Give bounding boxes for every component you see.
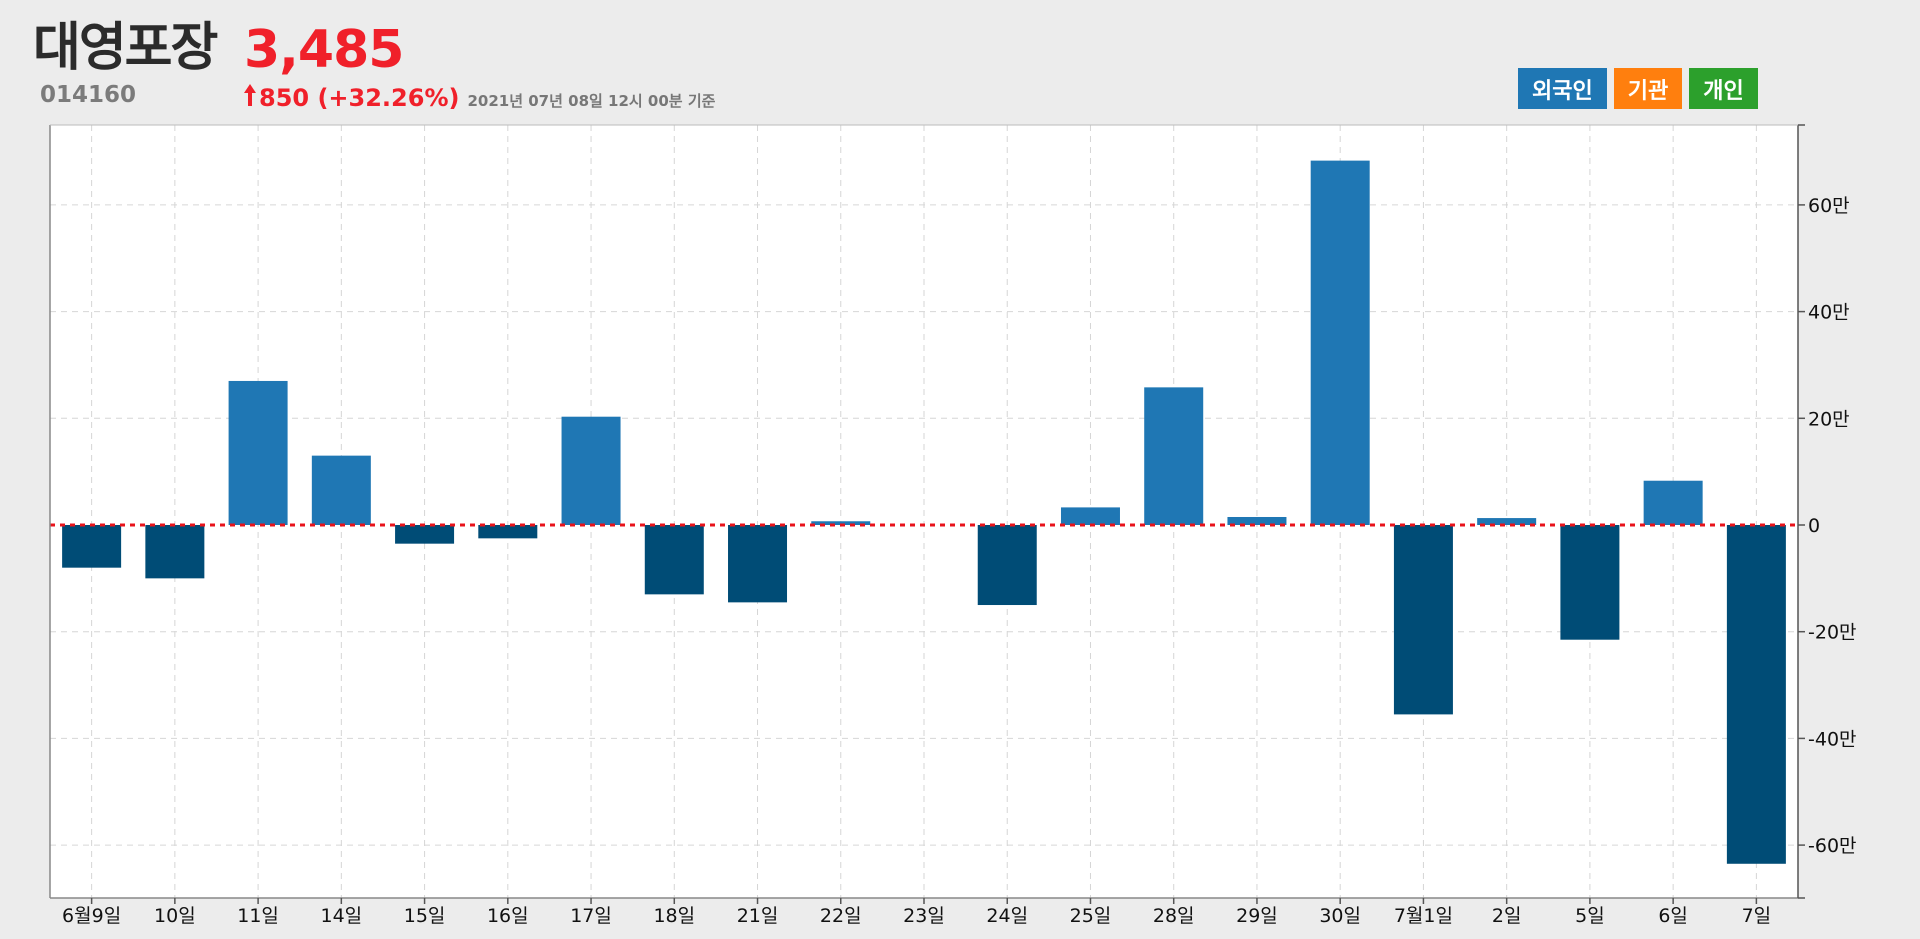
investor-legend: 외국인 기관 개인 bbox=[1518, 68, 1758, 109]
y-tick-label: -40만 bbox=[1808, 728, 1857, 750]
x-tick-label: 11일 bbox=[237, 905, 279, 927]
x-tick-label: 21일 bbox=[737, 905, 779, 927]
bar-19 bbox=[1560, 525, 1620, 640]
legend-institution-button[interactable]: 기관 bbox=[1613, 68, 1683, 109]
current-price: 3,485 bbox=[244, 20, 404, 80]
x-tick-label: 22일 bbox=[820, 905, 862, 927]
legend-foreign-button[interactable]: 외국인 bbox=[1518, 68, 1607, 109]
x-tick-label: 17일 bbox=[570, 905, 612, 927]
x-tick-label: 25일 bbox=[1070, 905, 1112, 927]
bar-20 bbox=[1643, 480, 1703, 525]
y-tick-label: 40만 bbox=[1808, 302, 1850, 324]
bar-4 bbox=[311, 455, 371, 525]
bar-1 bbox=[62, 525, 122, 568]
x-tick-label: 5일 bbox=[1575, 905, 1605, 927]
y-tick-label: 20만 bbox=[1808, 408, 1850, 430]
bar-12 bbox=[977, 525, 1037, 606]
bar-2 bbox=[145, 525, 205, 579]
arrow-up-icon bbox=[244, 84, 256, 106]
x-tick-label: 16일 bbox=[487, 905, 529, 927]
x-tick-label: 18일 bbox=[653, 905, 695, 927]
x-tick-label: 7일 bbox=[1742, 905, 1772, 927]
bar-13 bbox=[1060, 507, 1120, 525]
bar-8 bbox=[644, 525, 704, 595]
y-tick-label: 0 bbox=[1808, 515, 1820, 537]
x-tick-label: 24일 bbox=[986, 905, 1028, 927]
x-tick-label: 7월1일 bbox=[1394, 905, 1453, 927]
bar-16 bbox=[1310, 160, 1370, 525]
bar-15 bbox=[1227, 516, 1287, 525]
x-tick-label: 29일 bbox=[1236, 905, 1278, 927]
bar-21 bbox=[1726, 525, 1786, 864]
bar-9 bbox=[728, 525, 788, 603]
y-tick-label: -60만 bbox=[1808, 835, 1857, 857]
price-change: 850 (+32.26%) bbox=[259, 84, 460, 112]
bar-3 bbox=[228, 380, 288, 525]
bar-6 bbox=[478, 525, 538, 539]
x-tick-label: 30일 bbox=[1319, 905, 1361, 927]
x-tick-label: 2일 bbox=[1492, 905, 1522, 927]
bar-7 bbox=[561, 416, 621, 525]
bar-5 bbox=[395, 525, 455, 544]
bar-14 bbox=[1144, 387, 1204, 525]
x-tick-label: 6일 bbox=[1658, 905, 1688, 927]
x-tick-label: 10일 bbox=[154, 905, 196, 927]
header: 대영포장 014160 3,485 850 (+32.26%) 2021년 07… bbox=[0, 0, 1920, 125]
stock-code: 014160 bbox=[40, 82, 137, 108]
x-tick-label: 6월9일 bbox=[62, 905, 121, 927]
stock-name: 대영포장 bbox=[33, 18, 218, 78]
y-tick-label: 60만 bbox=[1808, 195, 1850, 217]
legend-individual-button[interactable]: 개인 bbox=[1689, 68, 1758, 109]
price-change-row: 850 (+32.26%) 2021년 07년 08일 12시 00분 기준 bbox=[244, 84, 715, 110]
x-tick-label: 15일 bbox=[404, 905, 446, 927]
x-tick-label: 23일 bbox=[903, 905, 945, 927]
bar-17 bbox=[1393, 525, 1453, 715]
bar-10 bbox=[811, 521, 871, 525]
bar-18 bbox=[1477, 518, 1537, 525]
as-of-timestamp: 2021년 07년 08일 12시 00분 기준 bbox=[467, 92, 716, 110]
x-tick-label: 28일 bbox=[1153, 905, 1195, 927]
x-tick-label: 14일 bbox=[320, 905, 362, 927]
y-tick-label: -20만 bbox=[1808, 622, 1857, 644]
